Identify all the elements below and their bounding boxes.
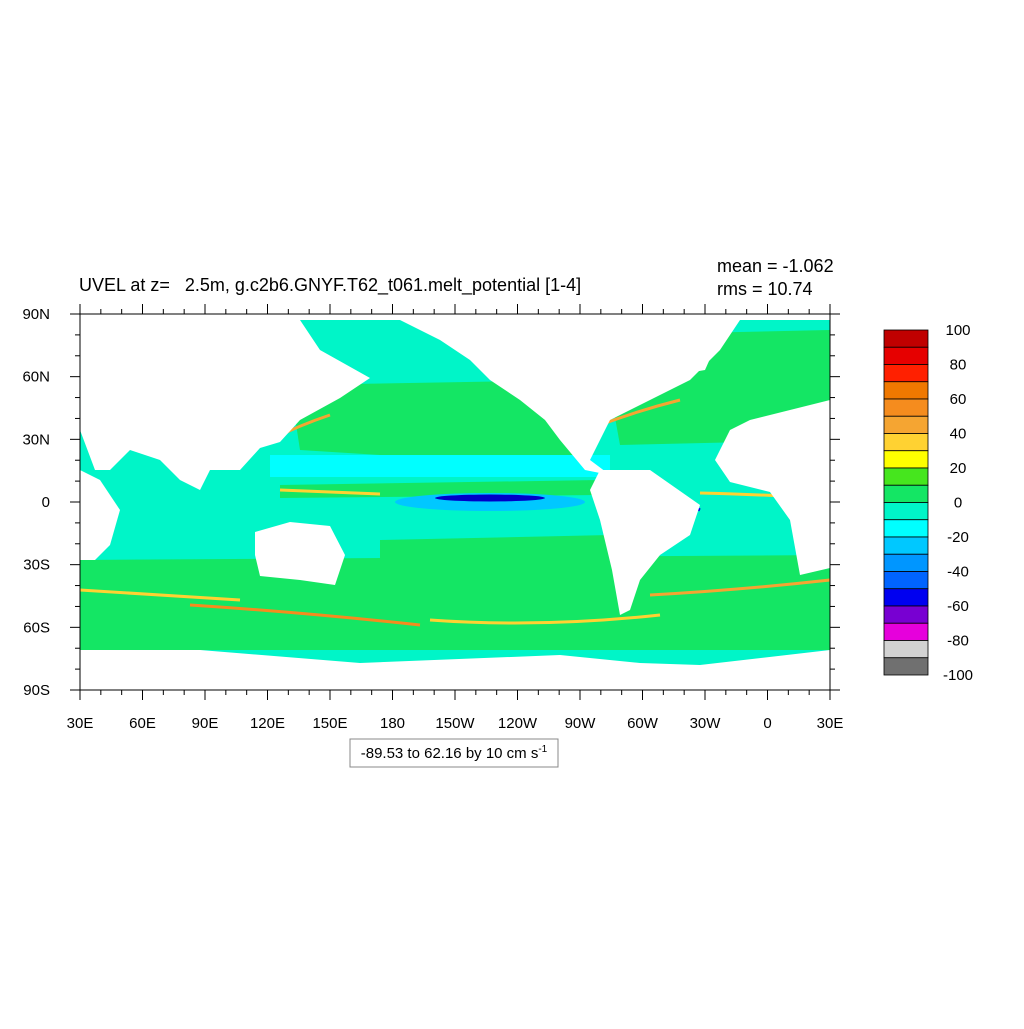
x-tick-label: 150W [435,715,475,732]
x-tick-label: 30E [817,715,844,732]
colorbar-box [883,415,929,434]
colorbar-box [883,605,929,624]
rms-stat: rms = 10.74 [717,279,813,299]
info-text: -89.53 to 62.16 by 10 cm s-1 [361,744,548,762]
x-tick-label: 30W [690,715,722,732]
y-tick-label: 30N [22,431,50,448]
colorbar-label: 80 [950,357,967,374]
colorbar-label: 0 [954,495,962,512]
colorbar-box [883,657,929,676]
y-tick-label: 90N [22,306,50,323]
map [79,313,831,691]
y-tick-label: 60N [22,369,50,386]
colorbar-label: 20 [950,460,967,477]
axes: 30E 60E 90E 120E 150E 180 150W 120W 90W 60W 30W 0 30… [22,304,843,732]
ocean-region [380,535,610,600]
colorbar-box [883,346,929,365]
colorbar-box [883,398,929,417]
land [80,314,830,690]
colorbar-box [883,536,929,555]
colorbar-label: 60 [950,391,967,408]
colorbar-box [883,588,929,607]
x-tick-label: 90W [565,715,597,732]
x-tick-label: 150E [312,715,347,732]
info-box [349,738,559,768]
ocean-region [290,380,585,460]
x-tick-label: 0 [763,715,771,732]
colorbar-label: 100 [945,322,970,339]
x-tick-label: 120E [250,715,285,732]
colorbar-box [883,381,929,400]
colorbar-label: -100 [943,667,973,684]
y-tick-label: 0 [42,494,50,511]
colorbar-box [883,622,929,641]
x-tick-label: 60W [627,715,659,732]
ocean-region [80,555,830,650]
colorbar-box [883,553,929,572]
current [435,494,545,502]
colorbar-box [883,364,929,383]
colorbar-box [883,640,929,659]
x-tick-label: 180 [380,715,405,732]
colorbar-box [883,571,929,590]
colorbar-label: -60 [947,598,969,615]
colorbar: 100 80 60 40 20 0 -20 -40 -60 -80 -100 [883,322,973,684]
colorbar-box [883,450,929,469]
y-tick-label: 30S [23,557,50,574]
y-tick-label: 90S [23,682,50,699]
x-tick-label: 60E [129,715,156,732]
colorbar-label: 40 [950,426,967,443]
x-tick-label: 30E [67,715,94,732]
colorbar-box [883,329,929,348]
x-tick-label: 120W [498,715,538,732]
y-tick-label: 60S [23,619,50,636]
colorbar-label: -20 [947,529,969,546]
colorbar-box [883,467,929,486]
colorbar-label: -80 [947,633,969,650]
colorbar-box [883,519,929,538]
info-superscript: -1 [538,744,547,755]
colorbar-box [883,484,929,503]
colorbar-label: -40 [947,564,969,581]
colorbar-box [883,433,929,452]
ocean-region [270,455,610,477]
info-main: -89.53 to 62.16 by 10 cm s [361,745,539,762]
x-tick-label: 90E [192,715,219,732]
colorbar-box [883,502,929,521]
title: UVEL at z= 2.5m, g.c2b6.GNYF.T62_t061.me… [79,275,581,296]
mean-stat: mean = -1.062 [717,256,834,276]
